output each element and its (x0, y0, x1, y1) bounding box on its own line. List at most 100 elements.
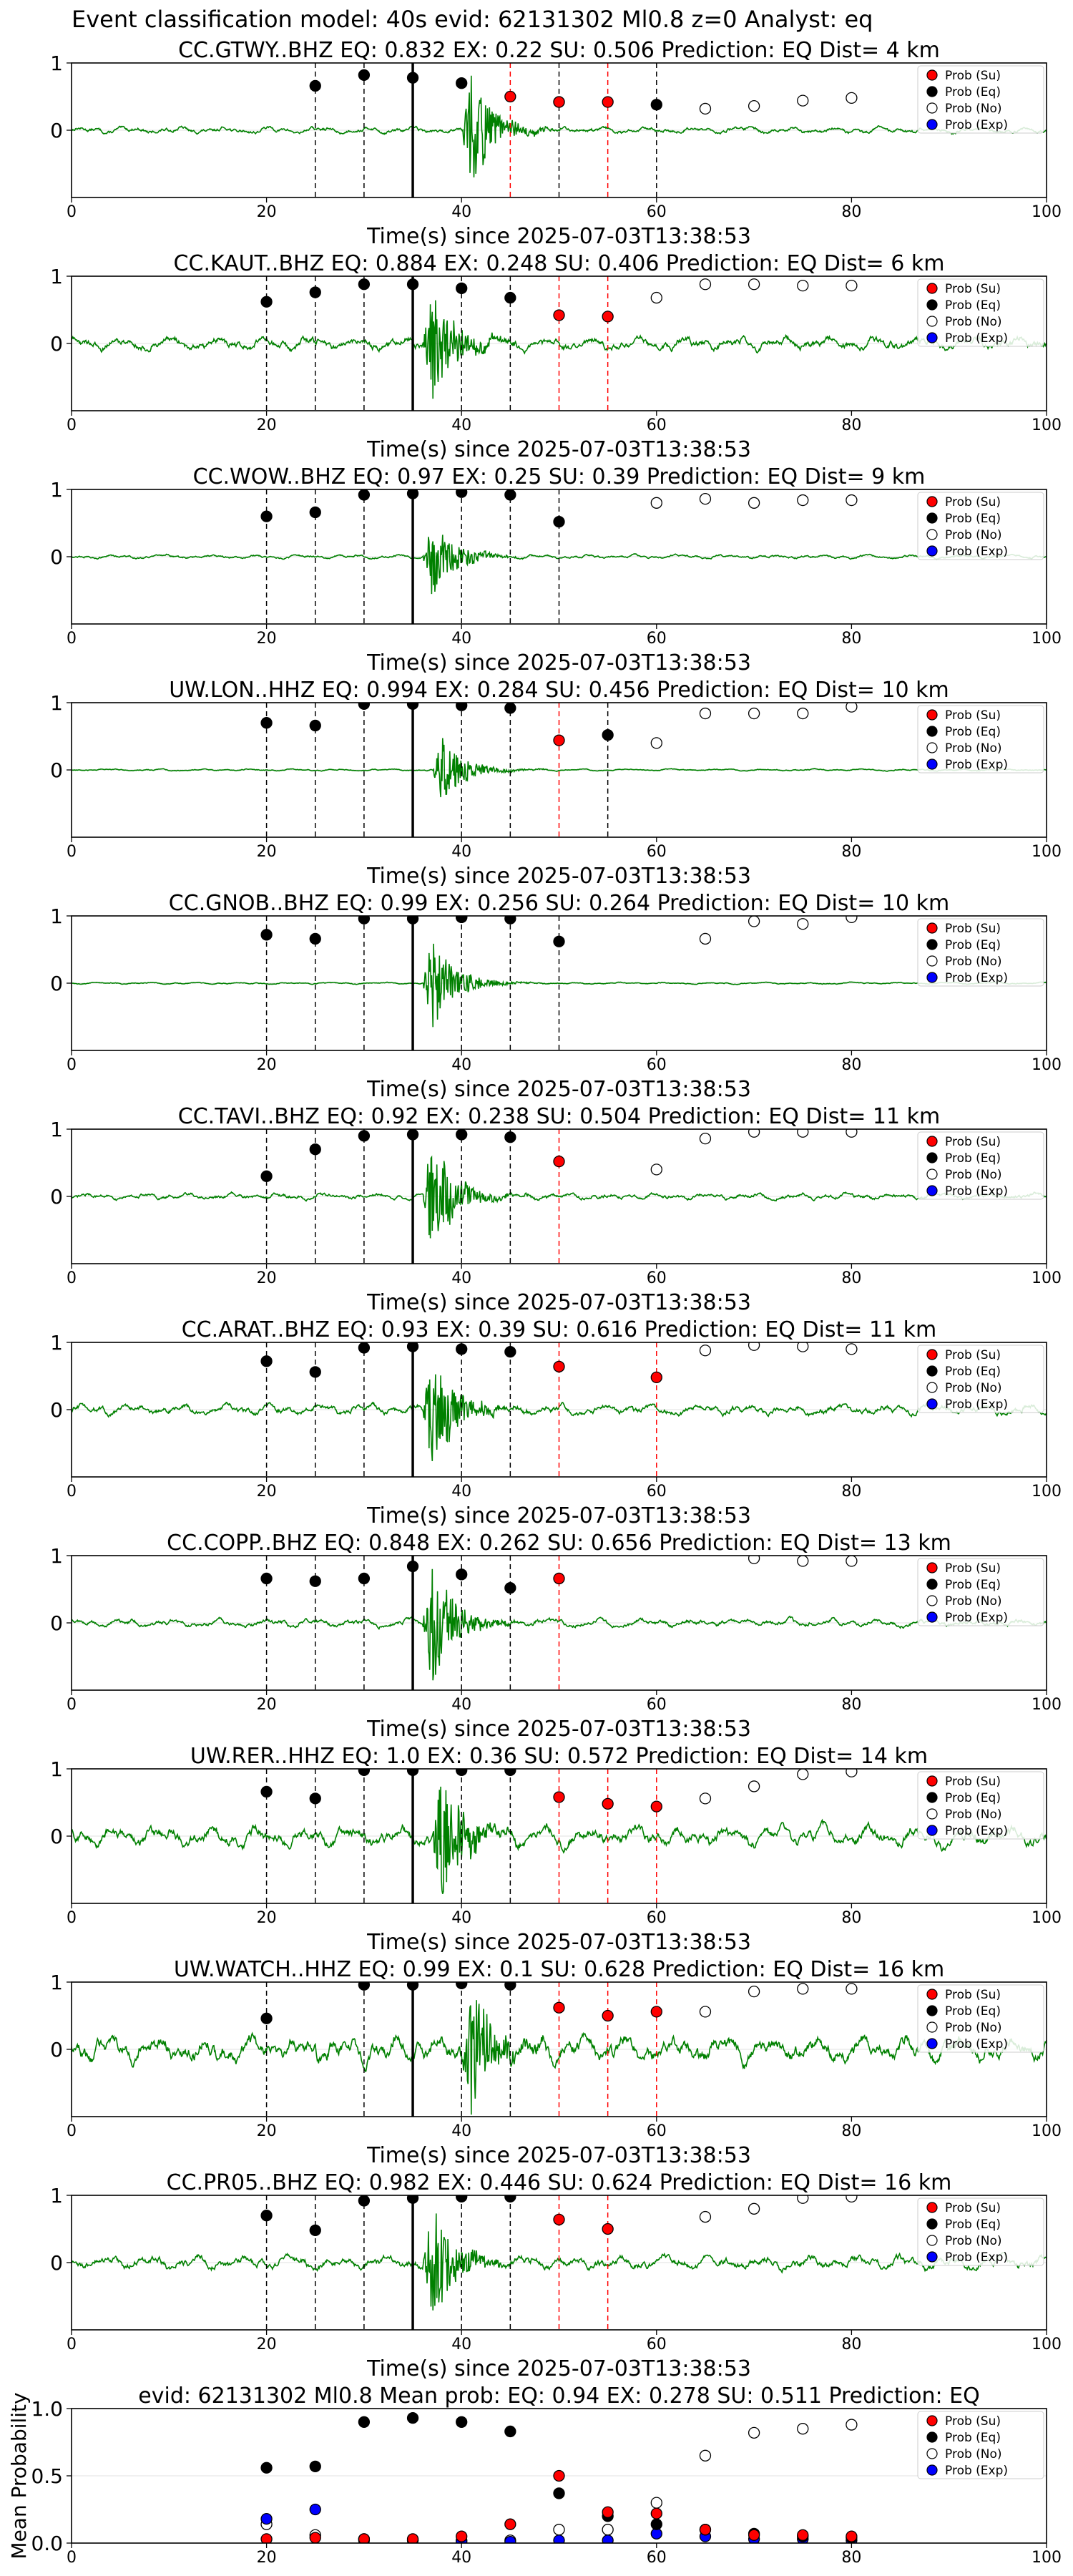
legend-label: Prob (Eq) (945, 2004, 1001, 2019)
legend: Prob (Su) Prob (Eq) Prob (No) Prob (Exp) (917, 1131, 1044, 1200)
prob-no-point (748, 1129, 760, 1138)
prob-exp-point (602, 2534, 614, 2543)
x-tick-label: 80 (841, 2549, 861, 2567)
prob-eq-point (553, 935, 565, 947)
legend: Prob (Su) Prob (Eq) Prob (No) Prob (Exp) (917, 2411, 1044, 2479)
legend: Prob (Su) Prob (Eq) Prob (No) Prob (Exp) (917, 492, 1044, 560)
waveform-trace (72, 943, 1047, 1028)
panel-6: CC.TAVI..BHZ EQ: 0.92 EX: 0.238 SU: 0.50… (50, 1104, 1062, 1315)
legend-marker (926, 69, 938, 81)
prob-eq-point (504, 489, 516, 501)
legend-label: Prob (Exp) (945, 1824, 1008, 1838)
legend-label: Prob (Eq) (945, 1151, 1001, 1166)
legend-marker (926, 1989, 938, 2000)
x-axis-label: Time(s) since 2025-07-03T13:38:53 (366, 2143, 751, 2168)
prob-su-point (797, 2529, 809, 2541)
legend-marker (926, 1775, 938, 1787)
legend-marker (926, 758, 938, 770)
y-tick-label: 0 (50, 545, 63, 569)
legend-label: Prob (Exp) (945, 2250, 1008, 2265)
prob-eq-point (504, 1581, 516, 1594)
prob-su-point (553, 1791, 565, 1803)
x-tick-label: 60 (647, 1696, 667, 1714)
prob-eq-point (260, 2210, 273, 2222)
prob-eq-point (260, 1170, 273, 1182)
x-tick-label: 40 (451, 2549, 471, 2567)
panel-5: CC.GNOB..BHZ EQ: 0.99 EX: 0.256 SU: 0.26… (50, 891, 1062, 1102)
legend-marker (926, 1398, 938, 1410)
legend-marker (926, 119, 938, 130)
prob-su-point (260, 2533, 273, 2543)
x-tick-label: 60 (647, 630, 667, 648)
prob-eq-point (456, 489, 468, 498)
x-tick-label: 100 (1032, 203, 1062, 221)
legend-marker (926, 86, 938, 97)
prob-eq-point (650, 99, 662, 111)
x-tick-label: 100 (1032, 630, 1062, 648)
prob-eq-point (602, 728, 614, 741)
x-tick-label: 20 (257, 1909, 277, 1927)
legend-marker (926, 1808, 938, 1820)
legend-label: Prob (Eq) (945, 298, 1001, 313)
legend-marker (926, 1595, 938, 1606)
prob-no-point (699, 707, 712, 720)
legend-marker (926, 1792, 938, 1803)
prob-eq-point (406, 72, 419, 84)
prob-eq-point (358, 1769, 371, 1777)
y-tick-label: 1 (50, 2184, 63, 2207)
prob-eq-point (456, 703, 468, 711)
x-tick-label: 80 (841, 2336, 861, 2353)
prob-eq-point (358, 1982, 371, 1991)
x-axis-label: Time(s) since 2025-07-03T13:38:53 (366, 1930, 751, 1955)
prob-no-point (797, 707, 809, 720)
legend-box (917, 918, 1044, 987)
x-tick-label: 40 (451, 203, 471, 221)
y-tick-label: 0 (50, 1825, 63, 1848)
x-tick-label: 20 (257, 1269, 277, 1287)
prob-no-point (846, 1769, 858, 1777)
x-tick-label: 60 (647, 203, 667, 221)
prob-no-point (846, 2195, 858, 2203)
prob-exp-point (504, 2535, 516, 2543)
y-tick-label: 0 (50, 119, 63, 142)
prob-no-point (797, 918, 809, 930)
prob-su-point (553, 734, 565, 746)
prob-eq-point (406, 703, 419, 711)
legend-marker (926, 2448, 938, 2459)
x-axis-label: Time(s) since 2025-07-03T13:38:53 (366, 437, 751, 462)
legend-marker (926, 1185, 938, 1196)
panel-title: CC.GTWY..BHZ EQ: 0.832 EX: 0.22 SU: 0.50… (178, 38, 940, 63)
legend-marker (926, 1152, 938, 1163)
x-tick-label: 0 (67, 2549, 77, 2567)
prob-eq-point (309, 2460, 321, 2472)
prob-no-point (699, 932, 712, 945)
x-tick-label: 0 (67, 1696, 77, 1714)
legend-label: Prob (Su) (945, 1348, 1001, 1362)
prob-no-point (846, 916, 858, 924)
prob-eq-point (504, 703, 516, 714)
legend-marker (926, 972, 938, 983)
prob-su-point (456, 2530, 468, 2542)
panel-3: CC.WOW..BHZ EQ: 0.97 EX: 0.25 SU: 0.39 P… (50, 464, 1062, 675)
prob-eq-point (309, 2224, 321, 2237)
legend-marker (926, 2235, 938, 2246)
legend-label: Prob (No) (945, 741, 1002, 756)
x-tick-label: 40 (451, 1696, 471, 1714)
prob-no-point (748, 1780, 760, 1792)
prob-no-point (846, 92, 858, 104)
legend-label: Prob (No) (945, 2447, 1002, 2462)
x-axis-label: Time(s) since 2025-07-03T13:38:53 (366, 864, 751, 889)
legend-label: Prob (Exp) (945, 758, 1008, 772)
legend: Prob (Su) Prob (Eq) Prob (No) Prob (Exp) (917, 2197, 1044, 2266)
x-tick-label: 0 (67, 203, 77, 221)
prob-eq-point (456, 1982, 468, 1990)
x-tick-label: 100 (1032, 2336, 1062, 2353)
prob-su-point (553, 96, 565, 108)
legend-marker (926, 2005, 938, 2016)
x-tick-label: 20 (257, 1696, 277, 1714)
x-tick-label: 0 (67, 2336, 77, 2353)
legend-label: Prob (Exp) (945, 1397, 1008, 1412)
prob-eq-point (504, 1982, 516, 1991)
y-tick-label: 1 (50, 52, 63, 75)
legend-box (917, 1131, 1044, 1200)
